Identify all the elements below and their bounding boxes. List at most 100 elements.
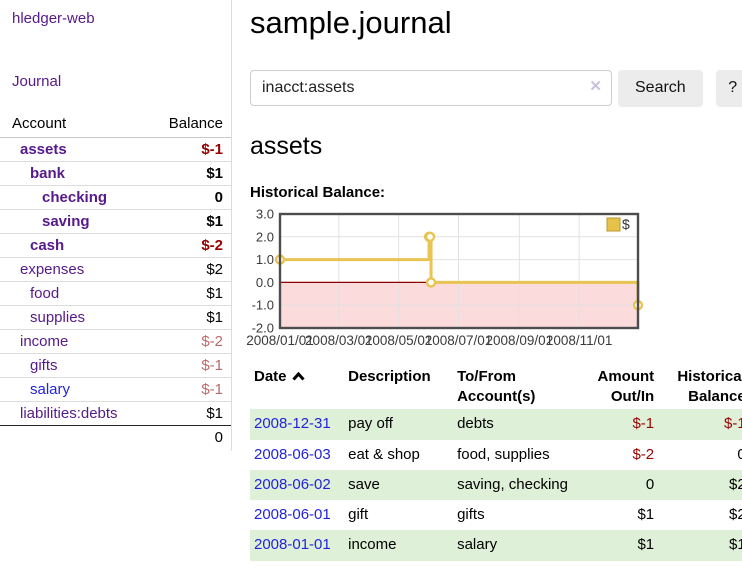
transaction-amount: 0 [582, 469, 659, 500]
account-balance: $-2 [145, 329, 231, 354]
transaction-accounts: salary [453, 530, 583, 561]
accounts-table-header: Account Balance [0, 113, 231, 138]
account-row: cash $-2 [0, 233, 231, 258]
svg-text:1.0: 1.0 [256, 252, 274, 267]
svg-text:2008/03/01: 2008/03/01 [305, 333, 373, 348]
svg-text:0.0: 0.0 [256, 275, 274, 290]
search-button[interactable]: Search [618, 69, 703, 107]
account-link-food[interactable]: food [30, 285, 60, 302]
svg-text:-1.0: -1.0 [252, 297, 274, 312]
help-button[interactable]: ? [715, 69, 742, 107]
register-header-row: Date Description To/From Account(s) Amou… [250, 365, 742, 410]
accounts-header-account: Account [0, 113, 146, 138]
account-row: checking 0 [0, 185, 231, 210]
account-link-saving[interactable]: saving [42, 213, 90, 230]
transaction-description: pay off [344, 409, 454, 440]
account-row: salary $-1 [0, 377, 231, 402]
transaction-balance: $-1 [658, 409, 742, 440]
account-link-expenses[interactable]: expenses [20, 261, 85, 278]
sidebar: hledger-web Journal Account Balance asse… [0, 0, 232, 451]
app-window: hledger-web Journal Account Balance asse… [0, 0, 742, 561]
account-link-salary[interactable]: salary [30, 381, 71, 398]
page-title: sample.journal [250, 5, 452, 40]
transaction-balance: $2 [658, 469, 742, 500]
accounts-header-balance: Balance [145, 113, 231, 138]
sidebar-item-journal[interactable]: Journal [12, 73, 62, 90]
account-row: income $-2 [0, 329, 231, 354]
chart-title: Historical Balance: [250, 183, 386, 201]
transaction-date-link[interactable]: 2008-06-02 [254, 475, 331, 493]
account-balance: $-2 [145, 233, 231, 258]
account-heading: assets [250, 131, 323, 160]
account-link-liabilities-debts[interactable]: liabilities:debts [20, 405, 118, 422]
account-row: assets $-1 [0, 138, 231, 162]
account-row: liabilities:debts $1 [0, 401, 231, 426]
register-header-balance: Historical Balance [677, 367, 742, 405]
account-link-assets[interactable]: assets [20, 141, 67, 158]
transaction-amount: $1 [637, 506, 655, 523]
sidebar-nav: Journal [0, 73, 231, 91]
transaction-amount: $1 [582, 530, 659, 561]
svg-text:2008/07/01: 2008/07/01 [425, 333, 493, 348]
historical-balance-chart[interactable]: $3.0 2.0 1.0 0.0 -1.0 -2.0 2008/01/01 2008/03/0… [246, 206, 742, 351]
account-balance: $2 [145, 257, 231, 282]
account-balance: $1 [145, 305, 231, 330]
accounts-total-row: 0 [0, 425, 231, 449]
transaction-balance: 0 [737, 445, 742, 463]
account-balance: $1 [145, 281, 231, 306]
transaction-date-link[interactable]: 2008-06-03 [254, 445, 331, 463]
svg-text:2.0: 2.0 [256, 229, 274, 244]
account-link-cash[interactable]: cash [30, 237, 65, 254]
transaction-balance: $2 [729, 506, 742, 523]
account-row: bank $1 [0, 161, 231, 186]
transaction-balance: $1 [658, 530, 742, 561]
register-header-date[interactable]: Date [250, 365, 344, 410]
transaction-description: gift [348, 506, 369, 523]
transaction-accounts: food, supplies [457, 445, 550, 463]
register-header-description: Description [348, 367, 431, 385]
account-balance: $1 [145, 209, 231, 234]
account-link-supplies[interactable]: supplies [30, 309, 86, 326]
account-row: expenses $2 [0, 257, 231, 282]
transaction-amount: $-1 [582, 409, 659, 440]
register-row: 2008-12-31 pay off debts $-1 $-1 [250, 409, 742, 440]
transaction-description: eat & shop [348, 445, 420, 463]
account-balance: 0 [145, 185, 231, 210]
account-balance: $-1 [145, 353, 231, 378]
accounts-total-value: 0 [145, 425, 231, 449]
register-row: 2008-06-01 gift gifts $1 $2 [250, 500, 742, 530]
register-row: 2008-06-02 save saving, checking 0 $2 [250, 469, 742, 500]
transaction-description: income [344, 530, 454, 561]
search-input[interactable] [250, 70, 612, 107]
main-content: sample.journal ✕ Search ? assets Histori… [232, 0, 742, 561]
account-balance: $1 [145, 401, 231, 426]
account-link-gifts[interactable]: gifts [30, 357, 58, 374]
search-form: ✕ Search ? [250, 69, 742, 107]
register-header-accounts: To/From Account(s) [457, 367, 536, 405]
account-balance: $-1 [145, 377, 231, 402]
transaction-amount: $-2 [632, 445, 655, 463]
register-row: 2008-01-01 income salary $1 $1 [250, 530, 742, 561]
svg-text:3.0: 3.0 [256, 206, 274, 221]
account-row: food $1 [0, 281, 231, 306]
svg-text:2008/11/01: 2008/11/01 [546, 333, 613, 348]
clear-search-icon[interactable]: ✕ [589, 78, 602, 96]
account-link-income[interactable]: income [20, 333, 69, 350]
account-link-bank[interactable]: bank [30, 165, 66, 182]
svg-text:$: $ [622, 216, 630, 232]
sort-asc-icon [291, 367, 305, 387]
transaction-accounts: gifts [457, 506, 485, 523]
register-header-amount: Amount Out/In [597, 367, 655, 405]
account-balance: $1 [145, 161, 231, 186]
transaction-date-link[interactable]: 2008-06-01 [254, 506, 331, 523]
app-brand-link[interactable]: hledger-web [12, 10, 95, 27]
account-row: gifts $-1 [0, 353, 231, 378]
transaction-accounts: debts [453, 409, 583, 440]
account-row: saving $1 [0, 209, 231, 234]
transaction-date-link[interactable]: 2008-01-01 [254, 536, 331, 554]
svg-text:2008/05/01: 2008/05/01 [365, 333, 433, 348]
register-table: Date Description To/From Account(s) Amou… [250, 365, 742, 561]
transaction-date-link[interactable]: 2008-12-31 [254, 415, 331, 433]
accounts-table: Account Balance assets $-1 bank $1 check… [0, 113, 231, 449]
account-link-checking[interactable]: checking [42, 189, 108, 206]
